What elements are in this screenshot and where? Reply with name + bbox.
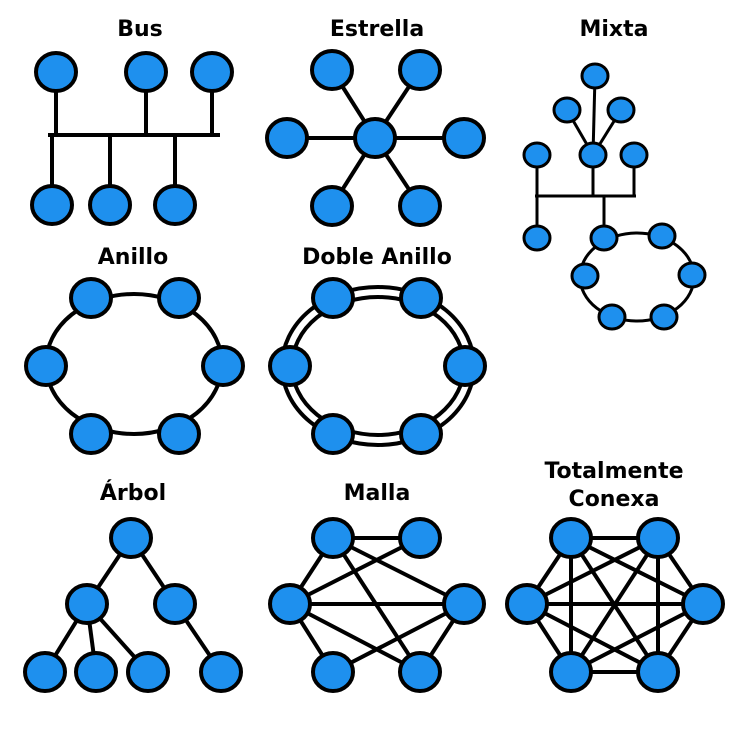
title-fully-connected-line2: Conexa xyxy=(569,487,660,512)
mesh-link xyxy=(289,536,421,606)
ring-node xyxy=(69,413,113,455)
tree-leaf-node xyxy=(199,651,243,693)
tree-node xyxy=(65,583,109,625)
mixed-ring-node xyxy=(677,261,707,289)
mesh-link xyxy=(332,602,465,674)
bus-node xyxy=(190,51,234,93)
title-tree: Árbol xyxy=(100,480,166,506)
title-double-ring: Doble Anillo xyxy=(302,245,452,270)
ring-link xyxy=(44,292,224,436)
bus-node xyxy=(34,51,78,93)
ring-node xyxy=(157,277,201,319)
topology-fully-connected xyxy=(505,517,725,693)
star-hub-node xyxy=(353,117,397,159)
double-ring-node xyxy=(268,345,312,387)
mixed-ring-node xyxy=(570,262,600,290)
mesh-node xyxy=(268,583,312,625)
bus-node xyxy=(153,184,197,226)
mesh-node xyxy=(398,517,442,559)
mesh-link xyxy=(289,602,421,674)
title-ring: Anillo xyxy=(98,245,168,270)
mixed-node xyxy=(552,96,582,124)
bus-node xyxy=(30,184,74,226)
full-link xyxy=(526,536,659,606)
title-fully-connected-line1: Totalmente xyxy=(544,459,683,484)
mixed-ring-node xyxy=(649,303,679,331)
mixed-node xyxy=(522,141,552,169)
ring-node xyxy=(201,345,245,387)
star-node xyxy=(310,49,354,91)
mixed-ring-node xyxy=(589,224,619,252)
topology-tree xyxy=(23,517,243,693)
mixed-node xyxy=(580,62,610,90)
full-node xyxy=(636,651,680,693)
mesh-node xyxy=(398,651,442,693)
mixed-node xyxy=(606,96,636,124)
double-ring-node xyxy=(311,413,355,455)
full-node xyxy=(549,651,593,693)
topology-mesh xyxy=(268,517,486,693)
topology-double-ring xyxy=(268,277,487,455)
mixed-node xyxy=(578,141,608,169)
star-node xyxy=(398,49,442,91)
tree-node xyxy=(153,583,197,625)
title-star: Estrella xyxy=(330,17,424,42)
double-ring-inner-link xyxy=(290,295,466,437)
topology-mixed xyxy=(522,62,707,331)
tree-leaf-node xyxy=(23,651,67,693)
full-node xyxy=(505,583,549,625)
mesh-node xyxy=(311,651,355,693)
full-node xyxy=(681,583,725,625)
double-ring-node xyxy=(443,345,487,387)
topology-star xyxy=(265,49,486,227)
star-node xyxy=(398,185,442,227)
star-node xyxy=(442,117,486,159)
topology-bus xyxy=(30,51,234,226)
ring-node xyxy=(24,345,68,387)
tree-leaf-node xyxy=(74,651,118,693)
star-node xyxy=(265,117,309,159)
full-link xyxy=(570,602,704,674)
full-node xyxy=(636,517,680,559)
ring-node xyxy=(157,413,201,455)
mesh-node xyxy=(442,583,486,625)
double-ring-node xyxy=(399,277,443,319)
mixed-node xyxy=(619,141,649,169)
topology-ring xyxy=(24,277,245,455)
bus-node xyxy=(88,184,132,226)
star-node xyxy=(310,185,354,227)
tree-root-node xyxy=(109,517,153,559)
mixed-ring-node xyxy=(597,303,627,331)
double-ring-node xyxy=(399,413,443,455)
title-bus: Bus xyxy=(117,17,163,42)
bus-node xyxy=(124,51,168,93)
full-link xyxy=(526,602,659,674)
tree-leaf-node xyxy=(126,651,170,693)
mesh-link xyxy=(332,536,465,606)
title-mesh: Malla xyxy=(344,481,411,506)
mesh-node xyxy=(311,517,355,559)
mixed-ring-node xyxy=(647,222,677,250)
double-ring-node xyxy=(311,277,355,319)
ring-node xyxy=(69,277,113,319)
title-mixed: Mixta xyxy=(580,17,649,42)
mixed-node xyxy=(522,224,552,252)
full-node xyxy=(549,517,593,559)
